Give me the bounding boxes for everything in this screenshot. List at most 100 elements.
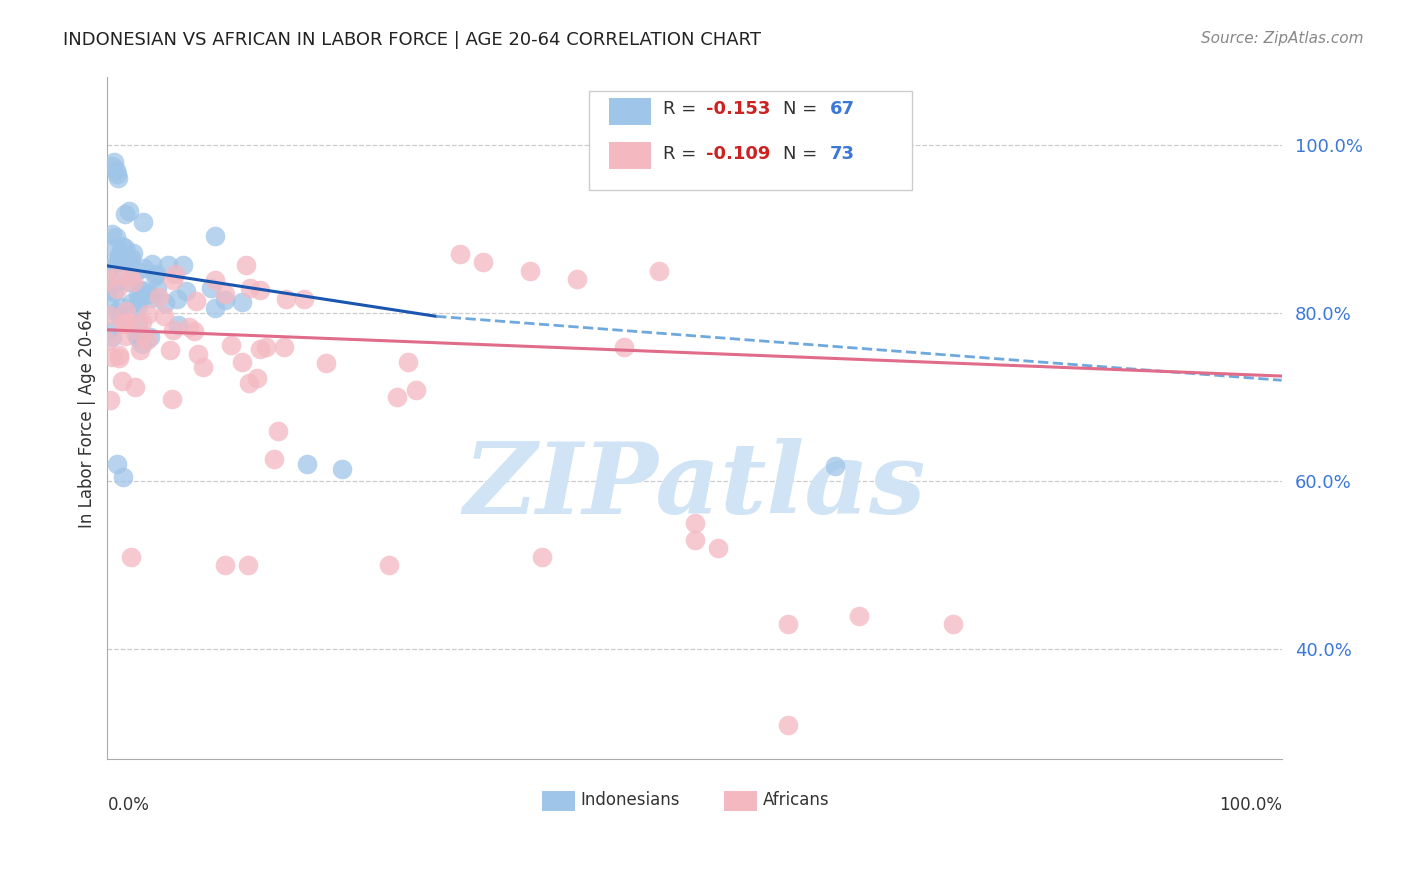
Point [103,242,125,256]
Point [115,317,138,331]
Point [131,283,153,297]
Point [145,267,167,281]
Point [214,293,236,307]
Point [204,301,226,315]
Point [132,215,155,229]
Text: -0.153: -0.153 [706,101,770,119]
Point [139,291,162,305]
Point [105,282,128,296]
Point [101,351,124,365]
Point [274,292,297,306]
Point [120,270,142,285]
Point [107,268,129,282]
Point [125,264,148,278]
Point [117,275,139,289]
Point [159,343,181,357]
Point [200,281,222,295]
Point [204,228,226,243]
Point [565,272,588,286]
Point [104,256,127,270]
Point [108,351,131,365]
Point [778,617,800,632]
Point [97,272,120,286]
Text: 67: 67 [830,101,855,119]
Point [246,371,269,385]
Point [231,354,253,368]
Point [153,296,176,310]
Point [121,275,143,289]
Point [100,330,122,344]
Point [114,329,136,343]
Point [127,331,149,345]
Point [110,374,132,388]
Text: R =: R = [662,101,702,119]
Point [127,294,149,309]
Text: R =: R = [662,145,702,162]
Point [121,246,143,260]
Point [163,267,186,281]
Point [176,284,198,298]
Point [97,260,120,275]
Point [824,458,846,473]
Point [249,283,271,297]
Point [141,257,163,271]
Text: Africans: Africans [762,790,830,809]
Point [148,290,170,304]
Point [648,264,671,278]
Point [131,337,153,351]
Point [273,340,295,354]
Point [186,294,208,309]
Point [683,516,706,531]
Point [238,376,260,390]
Point [239,281,262,295]
Point [405,384,427,398]
Point [136,307,159,321]
Point [110,246,132,260]
Point [166,292,188,306]
Point [107,249,129,263]
Point [132,327,155,342]
Point [249,342,271,356]
Point [187,346,209,360]
Point [111,239,134,253]
Point [120,251,142,265]
Point [98,295,121,310]
Point [295,458,318,472]
Point [117,315,139,329]
Point [105,276,128,290]
Point [112,256,135,270]
Text: Source: ZipAtlas.com: Source: ZipAtlas.com [1201,31,1364,46]
Point [127,288,149,302]
Point [231,295,253,310]
Point [519,264,541,278]
Point [111,470,134,484]
Point [385,390,408,404]
Point [97,308,120,322]
Text: Indonesians: Indonesians [581,790,681,809]
Point [103,285,125,300]
Point [167,318,190,332]
Point [105,167,128,181]
Point [124,380,146,394]
Point [115,304,138,318]
Point [124,326,146,341]
Point [114,241,136,255]
Point [160,392,183,406]
Point [449,247,471,261]
Point [127,300,149,314]
Point [214,558,236,573]
Point [127,317,149,331]
Point [110,300,132,314]
Text: 100.0%: 100.0% [1219,797,1282,814]
Y-axis label: In Labor Force | Age 20-64: In Labor Force | Age 20-64 [79,309,96,528]
Point [97,324,120,338]
Point [204,273,226,287]
Point [120,296,142,310]
Point [134,260,156,275]
Point [100,393,122,408]
Point [97,283,120,297]
Point [162,273,184,287]
Point [707,541,730,556]
Point [139,286,162,301]
Point [107,171,129,186]
